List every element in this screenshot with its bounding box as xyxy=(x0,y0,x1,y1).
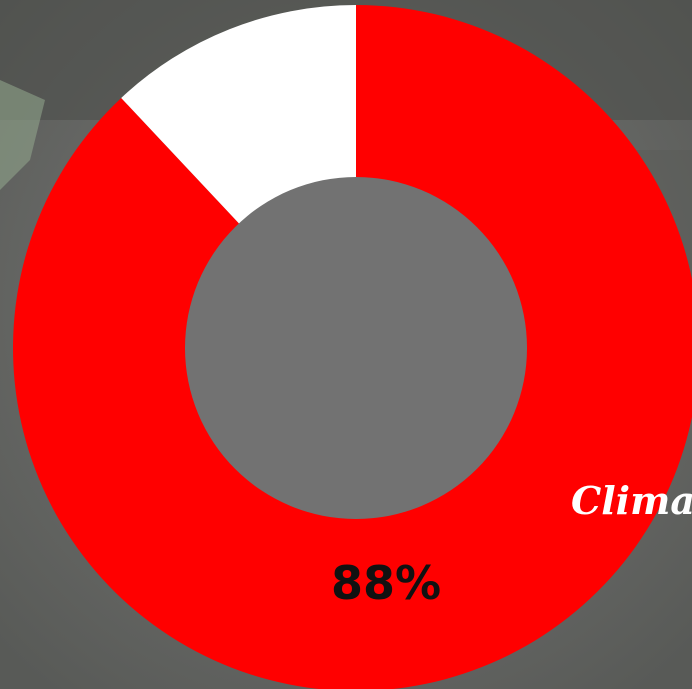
overlay-title-text: Climat xyxy=(571,478,692,523)
donut-hole xyxy=(185,177,527,519)
percentage-label: 88% xyxy=(331,556,441,610)
